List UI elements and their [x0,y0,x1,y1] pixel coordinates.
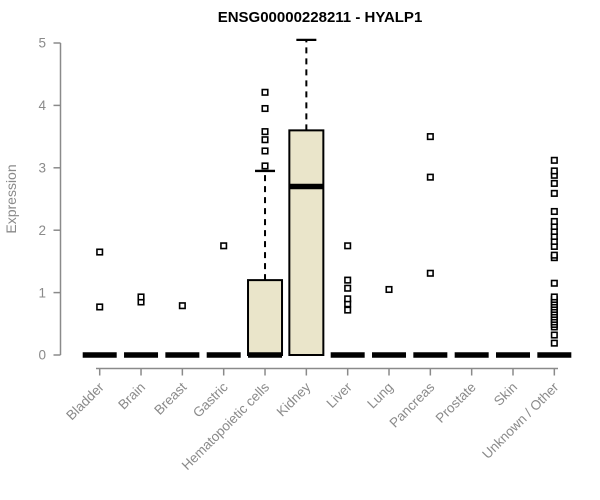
y-tick-label: 2 [38,223,46,238]
chart-title: ENSG00000228211 - HYALP1 [218,9,423,26]
outlier-point [261,88,269,96]
x-tick-label: Prostate [433,380,479,426]
outlier-point [261,104,269,113]
outlier-point [96,303,104,311]
outlier-point [550,331,558,339]
outlier-point [344,295,352,303]
outlier-point [344,276,352,284]
outlier-point [137,293,145,301]
x-tick-label: Unknown / Other [479,379,562,462]
outlier-point [426,173,434,181]
outlier-point [344,242,352,250]
outlier-point [344,306,352,314]
box-kidney [288,129,325,356]
x-tick-label: Brain [115,380,148,413]
outlier-point [550,156,558,164]
y-axis: 0 1 2 3 4 5 [38,36,62,363]
outlier-point [178,302,186,310]
outlier-point [261,128,269,136]
x-tick-label: Pancreas [387,379,438,430]
x-tick-label: Skin [491,380,520,409]
x-tick-label: Gastric [190,379,231,420]
outlier-point [550,189,558,197]
y-axis-label: Expression [3,164,19,233]
y-tick-label: 4 [38,98,46,113]
outlier-point [550,251,558,259]
outlier-point [550,167,558,175]
outlier-point [385,285,393,294]
outlier-point [344,284,352,292]
plot-area [82,38,572,358]
outlier-point [261,147,269,155]
x-tick-label: Breast [151,379,189,417]
outlier-point [261,162,269,170]
outlier-point [426,133,434,141]
x-tick-label: Kidney [274,379,314,419]
x-tick-label: Liver [324,379,356,411]
outlier-point [550,293,558,301]
outlier-point [550,179,558,187]
outlier-point [220,242,228,250]
outlier-point [550,339,558,347]
y-tick-label: 0 [38,348,46,363]
outlier-point [550,279,558,287]
y-tick-label: 5 [38,36,46,51]
outlier-point [426,269,434,277]
x-tick-label: Bladder [63,379,107,423]
x-tick-label: Lung [364,380,396,412]
y-tick-label: 3 [38,161,46,176]
outlier-point [261,136,269,144]
outlier-point [96,248,104,256]
box-hematopoietic-cells [247,279,284,356]
outlier-point [550,217,558,226]
y-tick-label: 1 [38,285,46,300]
outlier-point [550,207,558,216]
